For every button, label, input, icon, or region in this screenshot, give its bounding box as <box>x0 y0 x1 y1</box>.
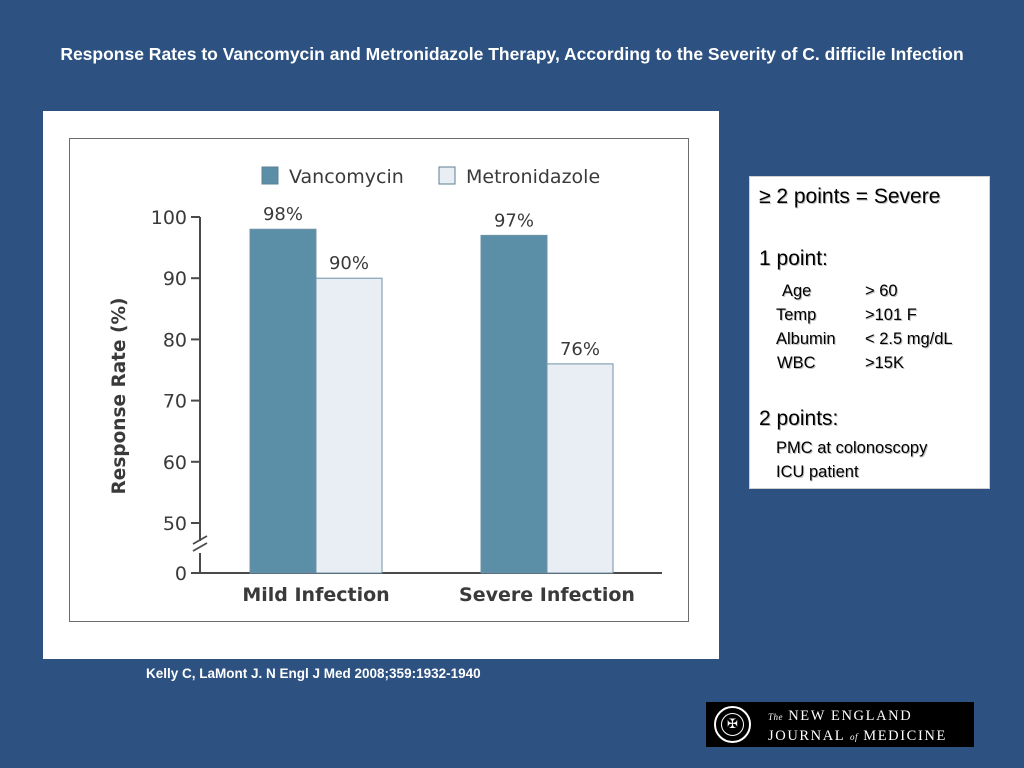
two-points-heading: 2 points: <box>759 407 839 430</box>
severity-criteria-box: ≥ 2 points = Severe 1 point: Age > 60 Te… <box>749 176 990 489</box>
criterion-item: PMC at colonoscopy <box>776 439 928 457</box>
chart-frame: 0 50 60 70 80 90 100 Response Rate (%) Vancomyci… <box>69 138 689 622</box>
criterion-name: Temp <box>776 306 817 324</box>
bar-value-label: 97% <box>494 210 534 231</box>
y-axis-title: Response Rate (%) <box>109 298 130 495</box>
criterion-value: < 2.5 mg/dL <box>865 330 953 348</box>
seal-icon: ✠ <box>714 706 751 743</box>
y-tick-label: 80 <box>163 329 187 351</box>
one-point-heading: 1 point: <box>759 247 828 270</box>
bar <box>546 363 614 574</box>
bar <box>480 234 548 574</box>
slide-title: Response Rates to Vancomycin and Metroni… <box>60 44 964 64</box>
figure-panel: 0 50 60 70 80 90 100 Response Rate (%) Vancomyci… <box>43 111 719 659</box>
logo-line1: NEW ENGLAND <box>788 708 913 724</box>
legend-swatch <box>438 166 456 185</box>
legend-label: Vancomycin <box>289 166 404 188</box>
bar <box>249 228 317 574</box>
legend-label: Metronidazole <box>466 166 600 188</box>
criterion-value: >101 F <box>865 306 917 324</box>
criterion-value: > 60 <box>865 282 898 300</box>
y-tick-label: 90 <box>163 268 187 290</box>
bar <box>315 277 383 574</box>
criterion-name: Age <box>782 282 812 300</box>
criterion-item: ICU patient <box>776 463 859 481</box>
y-tick-label: 50 <box>163 513 187 535</box>
criterion-name: WBC <box>777 354 816 372</box>
bar-chart: 0 50 60 70 80 90 100 Response Rate (%) Vancomyci… <box>109 166 662 606</box>
nejm-wordmark: The NEW ENGLAND JOURNAL of MEDICINE <box>768 707 947 747</box>
axis-break-mark <box>192 542 208 552</box>
logo-line2-a: JOURNAL <box>768 728 845 744</box>
y-tick-label: 100 <box>151 207 187 229</box>
criterion-name: Albumin <box>776 330 836 348</box>
citation: Kelly C, LaMont J. N Engl J Med 2008;359… <box>146 666 481 681</box>
bar-value-label: 98% <box>263 204 303 225</box>
bar-value-label: 90% <box>329 253 369 274</box>
logo-of: of <box>849 732 858 742</box>
legend-swatch <box>261 166 279 185</box>
y-tick-label: 60 <box>163 452 187 474</box>
y-tick-label: 0 <box>175 563 187 585</box>
y-tick-label: 70 <box>163 391 187 413</box>
bar-value-label: 76% <box>560 339 600 360</box>
severe-threshold-heading: ≥ 2 points = Severe <box>759 185 941 208</box>
criterion-value: >15K <box>865 354 904 372</box>
logo-line2-b: MEDICINE <box>863 728 947 744</box>
x-category-label: Severe Infection <box>459 584 635 606</box>
logo-prefix: The <box>768 712 783 722</box>
x-category-label: Mild Infection <box>242 584 389 606</box>
nejm-logo: ✠ The NEW ENGLAND JOURNAL of MEDICINE <box>706 702 974 747</box>
axis-break-mark <box>192 535 208 545</box>
